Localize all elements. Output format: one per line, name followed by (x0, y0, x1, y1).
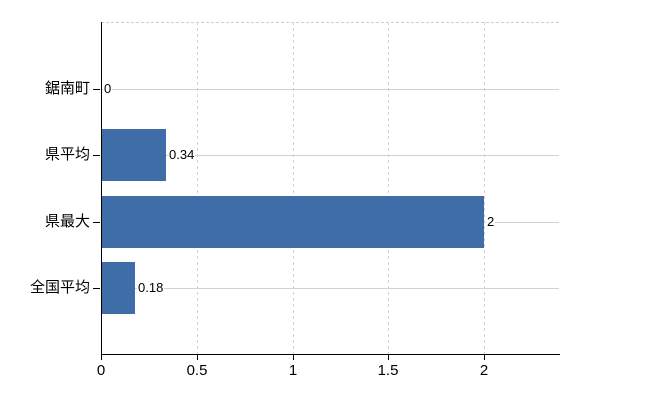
x-axis-line (101, 354, 560, 355)
value-label: 0 (103, 81, 113, 97)
category-label-全国平均: 全国平均 (29, 279, 90, 296)
category-label-県最大: 県最大 (44, 213, 90, 230)
vertical-gridline (484, 22, 485, 354)
x-tick-label: 0.5 (186, 362, 208, 379)
vertical-gridline (197, 22, 198, 354)
y-tick-mark (93, 222, 100, 223)
x-tick-mark (101, 355, 102, 360)
category-label-鋸南町: 鋸南町 (44, 80, 90, 97)
x-tick-mark (293, 355, 294, 360)
value-label: 0.34 (168, 147, 196, 163)
vertical-gridline (388, 22, 389, 354)
x-tick-label: 0 (96, 362, 106, 379)
y-tick-mark (93, 288, 100, 289)
vertical-gridline (293, 22, 294, 354)
x-tick-mark (484, 355, 485, 360)
x-tick-mark (388, 355, 389, 360)
value-label: 0.18 (137, 280, 165, 296)
plot-top-border (101, 22, 559, 23)
y-axis-line (101, 22, 102, 355)
bar-県最大 (101, 196, 484, 248)
horizontal-gridline (101, 89, 559, 90)
category-label-県平均: 県平均 (44, 146, 90, 163)
y-tick-mark (93, 155, 100, 156)
horizontal-gridline (101, 288, 559, 289)
value-label: 2 (486, 214, 496, 230)
x-tick-label: 1.5 (377, 362, 399, 379)
x-tick-mark (197, 355, 198, 360)
horizontal-gridline (101, 155, 559, 156)
bar-全国平均 (101, 262, 135, 314)
y-tick-mark (93, 89, 100, 90)
x-tick-label: 1 (288, 362, 298, 379)
bar-県平均 (101, 129, 166, 181)
x-tick-label: 2 (479, 362, 489, 379)
